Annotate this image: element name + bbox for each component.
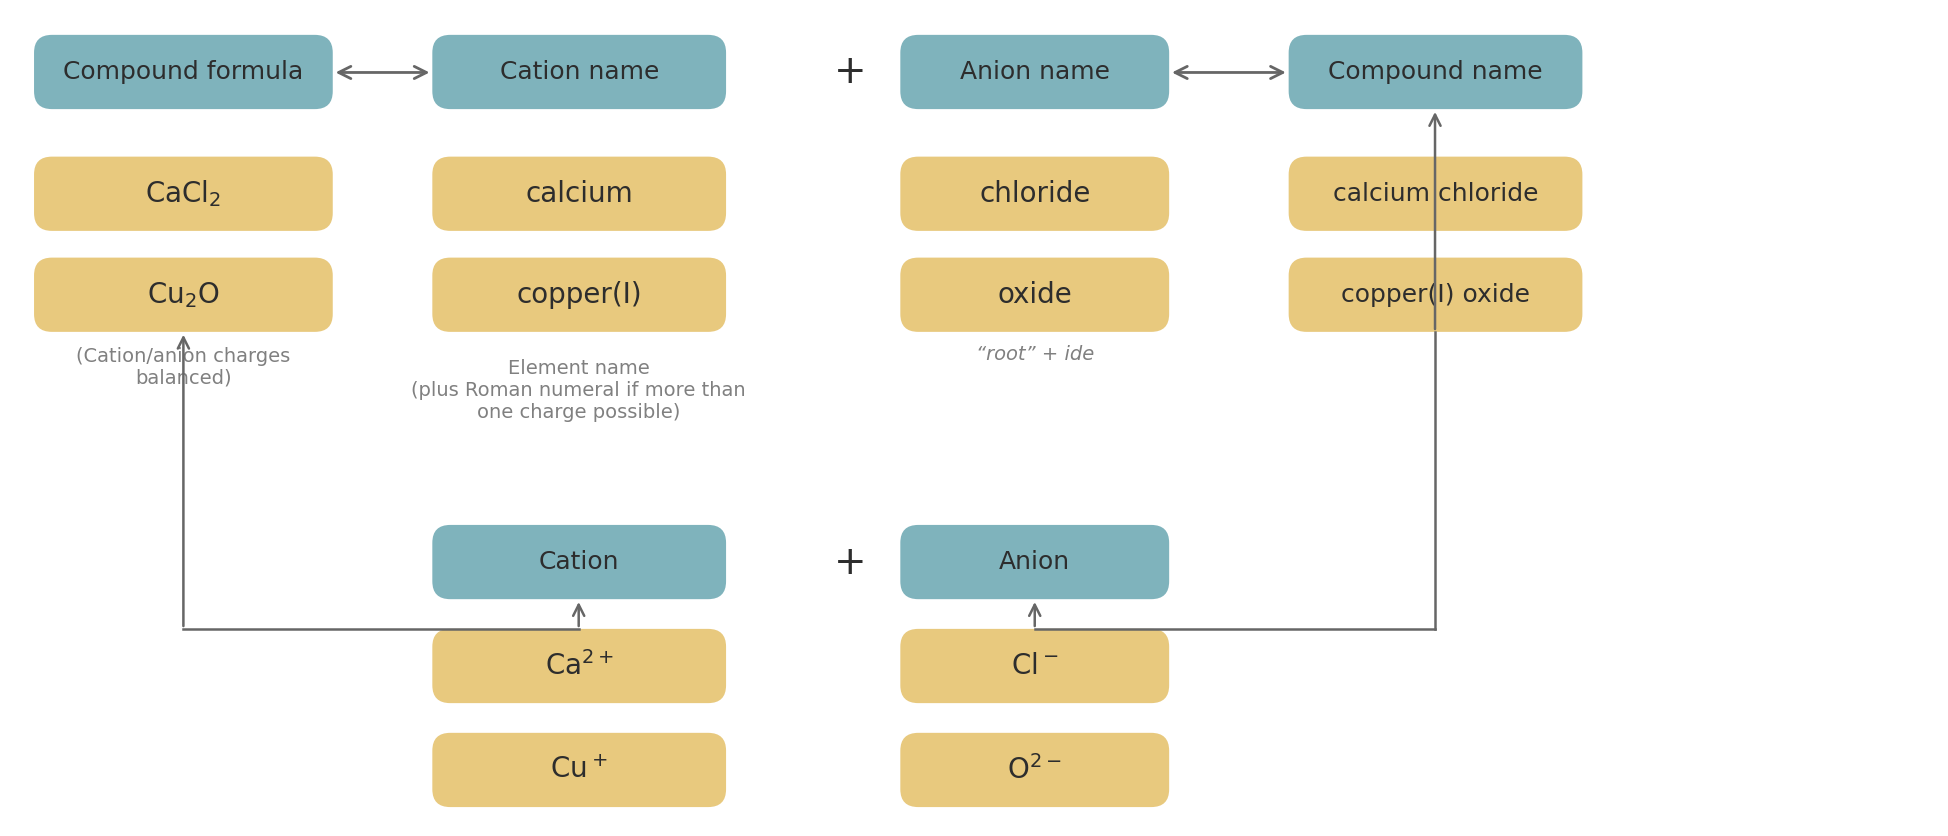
Text: Anion name: Anion name (958, 60, 1108, 84)
FancyBboxPatch shape (432, 257, 727, 332)
FancyBboxPatch shape (900, 629, 1169, 703)
FancyBboxPatch shape (33, 156, 333, 231)
Text: CaCl$_2$: CaCl$_2$ (146, 178, 222, 209)
Text: Ca$^{2+}$: Ca$^{2+}$ (543, 651, 614, 681)
Text: chloride: chloride (978, 180, 1089, 208)
Text: copper(I): copper(I) (516, 281, 641, 308)
Text: Cu$^+$: Cu$^+$ (549, 756, 608, 784)
FancyBboxPatch shape (1288, 35, 1582, 110)
Text: oxide: oxide (997, 281, 1071, 308)
Text: (Cation/anion charges
balanced): (Cation/anion charges balanced) (76, 347, 290, 388)
Text: calcium chloride: calcium chloride (1332, 181, 1537, 206)
Text: Anion: Anion (999, 550, 1069, 574)
FancyBboxPatch shape (432, 629, 727, 703)
FancyBboxPatch shape (900, 525, 1169, 599)
Text: copper(I) oxide: copper(I) oxide (1340, 283, 1529, 307)
FancyBboxPatch shape (900, 733, 1169, 807)
FancyBboxPatch shape (900, 156, 1169, 231)
FancyBboxPatch shape (33, 257, 333, 332)
FancyBboxPatch shape (432, 156, 727, 231)
FancyBboxPatch shape (432, 525, 727, 599)
Text: +: + (834, 543, 867, 582)
Text: +: + (834, 54, 867, 91)
Text: Cl$^-$: Cl$^-$ (1011, 652, 1058, 680)
FancyBboxPatch shape (432, 35, 727, 110)
FancyBboxPatch shape (432, 733, 727, 807)
Text: Cation: Cation (540, 550, 619, 574)
FancyBboxPatch shape (900, 257, 1169, 332)
Text: calcium: calcium (526, 180, 633, 208)
FancyBboxPatch shape (1288, 257, 1582, 332)
FancyBboxPatch shape (33, 35, 333, 110)
Text: Element name
(plus Roman numeral if more than
one charge possible): Element name (plus Roman numeral if more… (411, 359, 746, 421)
Text: “root” + ide: “root” + ide (976, 344, 1093, 364)
Text: Compound name: Compound name (1327, 60, 1543, 84)
FancyBboxPatch shape (900, 35, 1169, 110)
FancyBboxPatch shape (1288, 156, 1582, 231)
Text: Cu$_2$O: Cu$_2$O (146, 280, 220, 309)
Text: O$^{2-}$: O$^{2-}$ (1007, 755, 1062, 785)
Text: Compound formula: Compound formula (62, 60, 304, 84)
Text: Cation name: Cation name (499, 60, 658, 84)
